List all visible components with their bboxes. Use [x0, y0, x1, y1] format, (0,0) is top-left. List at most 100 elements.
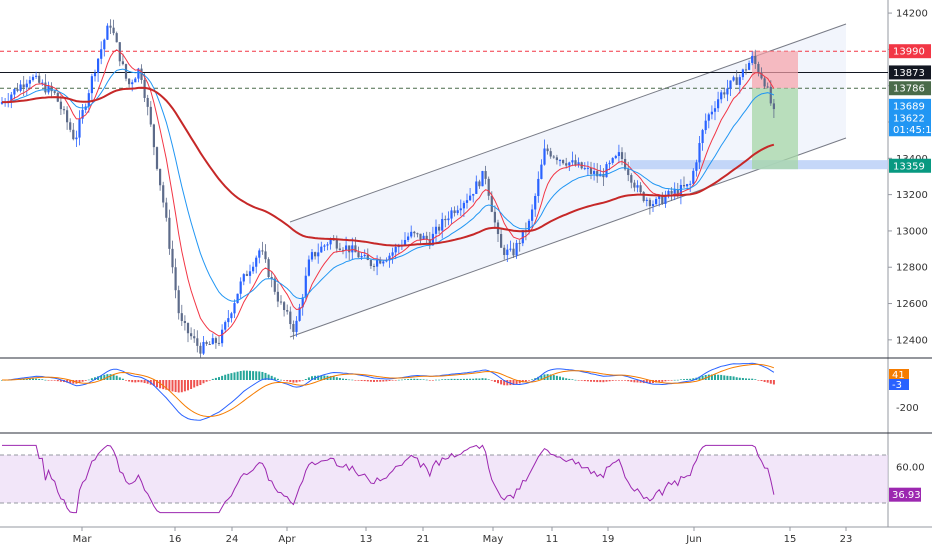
macd-histogram-bar: [304, 379, 307, 380]
candle-body: [19, 84, 22, 91]
candle-body: [766, 86, 769, 88]
price-tag: 13873: [889, 65, 931, 80]
macd-histogram-bar: [611, 380, 614, 381]
candle-body: [512, 248, 515, 256]
candle-body: [41, 82, 44, 84]
price-tag: 13786: [889, 81, 931, 96]
macd-histogram-bar: [425, 379, 428, 381]
candle-body: [62, 109, 66, 111]
macd-histogram-bar: [689, 378, 692, 380]
macd-histogram-bar: [44, 379, 47, 381]
macd-histogram-bar: [583, 380, 586, 382]
macd-histogram-bar: [90, 378, 93, 380]
candle-body: [143, 79, 146, 98]
candle-body: [441, 218, 444, 231]
candle-body: [651, 204, 655, 207]
ema-mid-line: [2, 68, 775, 302]
candle-body: [279, 301, 283, 303]
macd-histogram-bar: [506, 380, 509, 386]
candle-body: [425, 235, 428, 240]
time-tick-label: 24: [226, 534, 239, 545]
macd-histogram-bar: [757, 380, 760, 381]
macd-histogram-bar: [456, 378, 459, 380]
macd-histogram-bar: [596, 380, 599, 383]
candle-body: [624, 158, 627, 170]
macd-histogram-bar: [648, 380, 651, 384]
candle-body: [760, 72, 763, 79]
macd-histogram-bar: [605, 380, 608, 382]
macd-histogram-bar: [41, 379, 44, 380]
macd-histogram-bar: [518, 380, 521, 384]
candle-body: [10, 94, 13, 101]
candle-body: [286, 310, 289, 312]
macd-histogram-bar: [701, 375, 704, 380]
time-tick-label: 21: [417, 534, 430, 545]
macd-histogram-bar: [165, 380, 168, 390]
macd-histogram-bar: [531, 379, 534, 380]
candle-body: [202, 341, 205, 354]
candle-body: [289, 311, 292, 325]
candle-body: [493, 211, 496, 223]
candle-body: [543, 148, 546, 165]
candle-body: [109, 25, 112, 28]
macd-histogram-bar: [549, 374, 552, 380]
time-tick-label: 23: [840, 534, 853, 545]
candle-body: [252, 266, 255, 272]
macd-histogram-bar: [636, 380, 639, 383]
macd-histogram-bar: [599, 380, 602, 383]
candle-body: [565, 163, 568, 166]
candle-body: [407, 236, 410, 240]
macd-histogram-bar: [497, 380, 499, 384]
candle-body: [69, 122, 72, 130]
candle-body: [310, 252, 314, 260]
macd-histogram-bar: [707, 374, 710, 380]
price-tag-label: 13359: [893, 161, 925, 172]
macd-histogram-bar: [521, 380, 524, 383]
candle-body: [583, 168, 586, 170]
candle-body: [140, 68, 143, 80]
candle-body: [503, 247, 506, 256]
macd-histogram-bar: [729, 376, 732, 380]
candle-body: [630, 175, 633, 183]
macd-histogram-bar: [348, 379, 351, 381]
candle-body: [586, 167, 589, 169]
macd-histogram-bar: [555, 375, 558, 380]
rsi-tick-label: 60.00: [896, 463, 925, 474]
price-tag-label: 13873: [893, 68, 925, 79]
macd-histogram-bar: [255, 371, 258, 380]
macd-histogram-bar: [317, 375, 320, 380]
macd-histogram-bar: [416, 378, 419, 380]
macd-histogram-bar: [652, 380, 654, 384]
candle-body: [115, 33, 118, 43]
macd-histogram-bar: [503, 380, 506, 386]
candle-body: [689, 183, 692, 185]
macd-histogram-bar: [741, 377, 744, 380]
candle-body: [403, 239, 407, 246]
candle-body: [186, 323, 190, 334]
candle-body: [155, 147, 159, 169]
macd-histogram-bar: [723, 375, 726, 380]
candle-body: [481, 171, 484, 187]
macd-histogram-bar: [47, 380, 50, 381]
macd-histogram-bar: [735, 377, 738, 380]
candle-body: [245, 274, 248, 276]
macd-histogram-bar: [292, 380, 295, 383]
candle-body: [134, 78, 137, 83]
macd-histogram-bar: [593, 380, 596, 382]
price-tag-bg: [889, 98, 931, 113]
candle-body: [459, 208, 462, 211]
candle-body: [183, 321, 186, 324]
candle-body: [667, 190, 670, 197]
macd-histogram-bar: [131, 380, 134, 383]
macd-histogram-bar: [763, 380, 766, 382]
candle-body: [314, 252, 317, 257]
candle-body: [323, 245, 326, 247]
candle-body: [326, 244, 329, 246]
candle-body: [562, 160, 565, 164]
macd-histogram-bar: [738, 377, 741, 380]
candle-body: [354, 245, 357, 253]
candle-body: [589, 167, 593, 174]
rsi-band: [0, 455, 888, 503]
macd-histogram-bar: [125, 380, 127, 381]
